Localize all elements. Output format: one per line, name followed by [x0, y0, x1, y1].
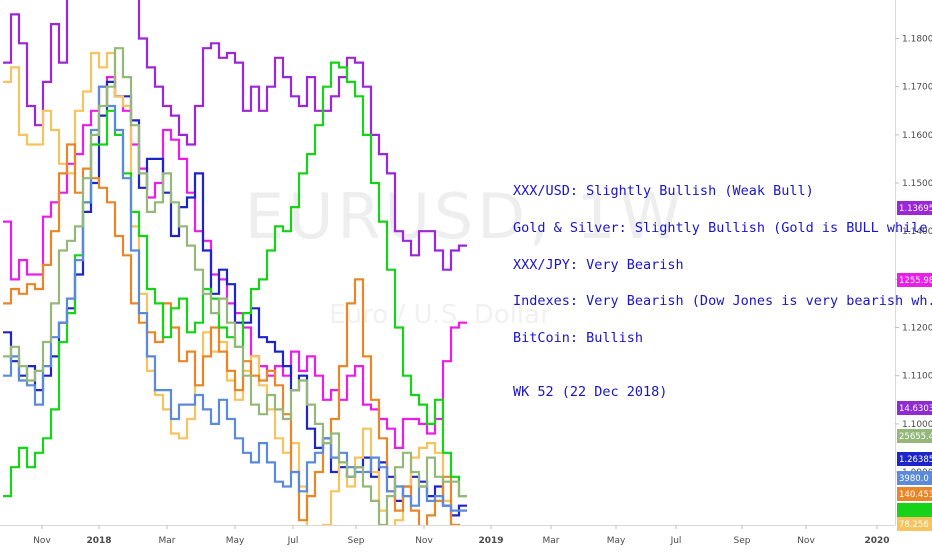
annotation-indexes: Indexes: Very Bearish (Dow Jones is very…: [513, 293, 932, 309]
price-badge: 78.256: [897, 517, 932, 531]
price-badge-label: 3980.0: [899, 474, 929, 484]
annotation-week: WK 52 (22 Dec 2018): [513, 384, 667, 400]
price-badge-bg: [897, 273, 932, 287]
y-tick-label: 1.14000: [902, 227, 932, 237]
y-tick-label: 1.18000: [902, 35, 932, 45]
y-tick-label: 1.10000: [902, 420, 932, 430]
price-badge-bg: [897, 487, 932, 501]
annotation-xxx-usd: XXX/USD: Slightly Bullish (Weak Bull): [513, 183, 814, 199]
price-badge-label: 1255.984: [899, 276, 932, 286]
x-tick-label: Mar: [159, 536, 176, 546]
series-line-1: [3, 0, 467, 271]
x-tick-label: Jul: [670, 536, 682, 546]
y-tick-label: 1.11000: [902, 372, 932, 382]
price-badge: 140.453: [897, 487, 932, 501]
price-badge-label: 14.63037: [899, 404, 932, 414]
price-badge-bg: [897, 503, 932, 517]
price-badge: 25655.4: [897, 429, 932, 443]
series-line-4: [3, 51, 461, 525]
price-badge-bg: [897, 429, 932, 443]
watermark-name: Euro / U.S. Dollar: [329, 300, 551, 330]
annotation-block: XXX/USD: Slightly Bullish (Weak Bull) Go…: [513, 183, 932, 400]
price-badge-label: 25655.4: [899, 432, 932, 442]
x-tick-label: 2018: [86, 536, 111, 546]
x-tick-label: Jul: [287, 536, 299, 546]
price-badge-label: 1.26385: [899, 455, 932, 465]
price-badge: 14.63037: [897, 401, 932, 415]
y-tick-label: 1.15000: [902, 179, 932, 189]
series-line-7: [3, 85, 467, 512]
x-tick-label: May: [226, 536, 245, 546]
price-badge: [897, 503, 932, 517]
watermark-symbol: EURUSD, 1W: [245, 180, 685, 253]
price-badge-bg: [897, 517, 932, 531]
x-tick-label: 2020: [864, 536, 889, 546]
x-tick-label: Nov: [797, 536, 815, 546]
series-layer: [3, 0, 467, 525]
x-tick-label: 2019: [478, 536, 503, 546]
y-tick-label: 1.12000: [902, 324, 932, 334]
series-line-8: [3, 47, 467, 525]
price-badge-label: 78.256: [899, 520, 929, 530]
price-badge-bg: [897, 471, 932, 485]
price-badge-bg: [897, 401, 932, 415]
x-tick-label: May: [607, 536, 626, 546]
annotation-bitcoin: BitCoin: Bullish: [513, 330, 643, 346]
x-tick-label: Sep: [734, 536, 751, 546]
price-badges: 1.13695 1255.984 14.63037 25655.4 1.26385 398…: [897, 201, 932, 531]
annotation-gold-silver: Gold & Silver: Slightly Bullish (Gold is…: [513, 220, 928, 236]
price-badge: 1255.984: [897, 273, 932, 287]
price-badge-bg: [897, 452, 932, 466]
price-badge: 1.13695: [897, 201, 932, 215]
price-badge-label: 1.13695: [899, 204, 932, 214]
y-tick-label: 1.17000: [902, 83, 932, 93]
x-tick-label: Sep: [348, 536, 365, 546]
x-tick-label: Mar: [543, 536, 560, 546]
price-badge: 3980.0: [897, 471, 932, 485]
y-tick-label: 1.16000: [902, 131, 932, 141]
x-tick-label: Nov: [415, 536, 433, 546]
annotation-xxx-jpy: XXX/JPY: Very Bearish: [513, 257, 684, 273]
price-badge-label: 140.453: [899, 490, 932, 500]
price-badge-bg: [897, 201, 932, 215]
x-tick-label: Nov: [33, 536, 51, 546]
x-axis-ticks: Nov 2018 Mar May Jul Sep Nov 2019 Mar May Jul Sep No…: [33, 525, 890, 546]
price-badge: 1.26385: [897, 452, 932, 466]
watermark: EURUSD, 1W Euro / U.S. Dollar: [245, 180, 685, 330]
